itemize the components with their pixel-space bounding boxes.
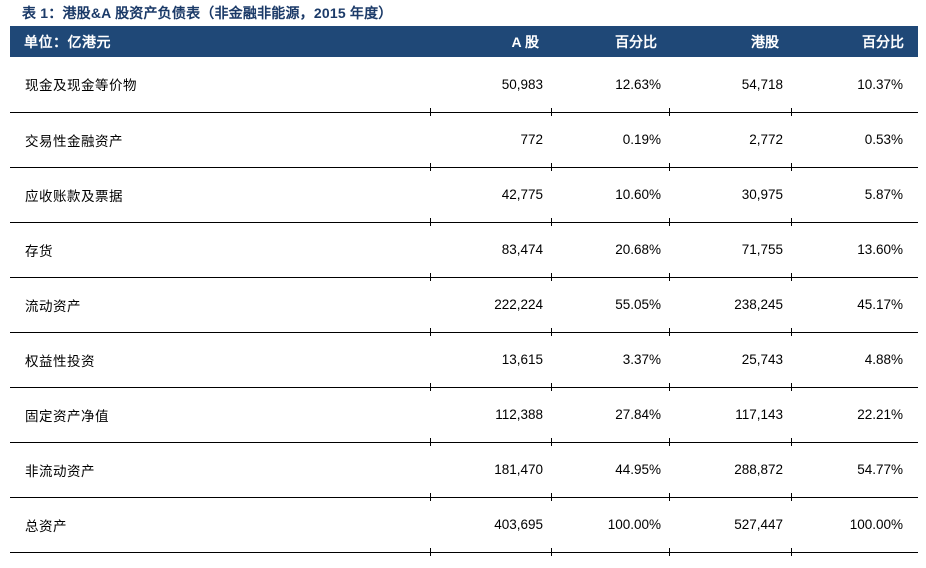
cell-a-share-pct: 0.19% <box>550 112 669 170</box>
cell-h-share-value: 288,872 <box>668 442 791 500</box>
cell-h-share-value: 117,143 <box>668 387 791 445</box>
balance-sheet-table: 单位：亿港元 A 股 百分比 港股 百分比 现金及现金等价物 50,983 12… <box>10 26 918 555</box>
col-header-h-share: 港股 <box>669 26 791 57</box>
cell-h-share-value: 238,245 <box>668 277 791 335</box>
cell-h-share-pct: 13.60% <box>790 222 918 280</box>
unit-header-cell: 单位：亿港元 <box>10 26 430 57</box>
table-title: 表 1：港股&A 股资产负债表（非金融非能源，2015 年度） <box>22 5 393 21</box>
cell-h-share-pct: 22.21% <box>790 387 918 445</box>
cell-a-share-value: 772 <box>429 112 551 170</box>
col-header-a-share-pct: 百分比 <box>551 26 669 57</box>
row-label: 流动资产 <box>10 277 430 333</box>
row-label: 固定资产净值 <box>10 387 430 443</box>
cell-h-share-pct: 0.53% <box>790 112 918 170</box>
col-header-a-share: A 股 <box>430 26 551 57</box>
cell-a-share-pct: 27.84% <box>550 387 669 445</box>
cell-a-share-pct: 55.05% <box>550 277 669 335</box>
cell-a-share-value: 42,775 <box>429 167 551 225</box>
cell-a-share-value: 222,224 <box>429 277 551 335</box>
cell-h-share-value: 71,755 <box>668 222 791 280</box>
row-label: 应收账款及票据 <box>10 167 430 223</box>
cell-a-share-value: 181,470 <box>429 442 551 500</box>
table-row: 应收账款及票据 42,775 10.60% 30,975 5.87% <box>10 167 918 225</box>
cell-a-share-pct: 44.95% <box>550 442 669 500</box>
cell-a-share-value: 112,388 <box>429 387 551 445</box>
row-label: 存货 <box>10 222 430 278</box>
table-row: 交易性金融资产 772 0.19% 2,772 0.53% <box>10 112 918 170</box>
cell-h-share-pct: 45.17% <box>790 277 918 335</box>
cell-a-share-pct: 100.00% <box>550 497 669 555</box>
row-label: 总资产 <box>10 497 430 553</box>
cell-a-share-value: 403,695 <box>429 497 551 555</box>
col-header-h-share-pct: 百分比 <box>791 26 918 57</box>
table-row: 现金及现金等价物 50,983 12.63% 54,718 10.37% <box>10 57 918 116</box>
cell-h-share-value: 54,718 <box>668 57 791 116</box>
row-label: 权益性投资 <box>10 332 430 388</box>
table-row: 流动资产 222,224 55.05% 238,245 45.17% <box>10 277 918 335</box>
cell-h-share-value: 527,447 <box>668 497 791 555</box>
table-row: 权益性投资 13,615 3.37% 25,743 4.88% <box>10 332 918 390</box>
cell-a-share-pct: 3.37% <box>550 332 669 390</box>
cell-a-share-pct: 12.63% <box>550 57 669 116</box>
cell-a-share-value: 13,615 <box>429 332 551 390</box>
cell-a-share-value: 83,474 <box>429 222 551 280</box>
table-row: 存货 83,474 20.68% 71,755 13.60% <box>10 222 918 280</box>
row-label: 非流动资产 <box>10 442 430 498</box>
cell-a-share-pct: 10.60% <box>550 167 669 225</box>
table-row: 固定资产净值 112,388 27.84% 117,143 22.21% <box>10 387 918 445</box>
table-row: 总资产 403,695 100.00% 527,447 100.00% <box>10 497 918 555</box>
cell-a-share-pct: 20.68% <box>550 222 669 280</box>
row-label: 交易性金融资产 <box>10 112 430 168</box>
cell-h-share-pct: 5.87% <box>790 167 918 225</box>
table-row: 非流动资产 181,470 44.95% 288,872 54.77% <box>10 442 918 500</box>
cell-h-share-pct: 4.88% <box>790 332 918 390</box>
cell-h-share-value: 30,975 <box>668 167 791 225</box>
cell-h-share-pct: 54.77% <box>790 442 918 500</box>
cell-h-share-pct: 100.00% <box>790 497 918 555</box>
cell-h-share-pct: 10.37% <box>790 57 918 116</box>
cell-h-share-value: 25,743 <box>668 332 791 390</box>
table-header-row: 单位：亿港元 A 股 百分比 港股 百分比 <box>10 26 918 57</box>
cell-h-share-value: 2,772 <box>668 112 791 170</box>
row-label: 现金及现金等价物 <box>10 57 430 113</box>
cell-a-share-value: 50,983 <box>429 57 551 116</box>
